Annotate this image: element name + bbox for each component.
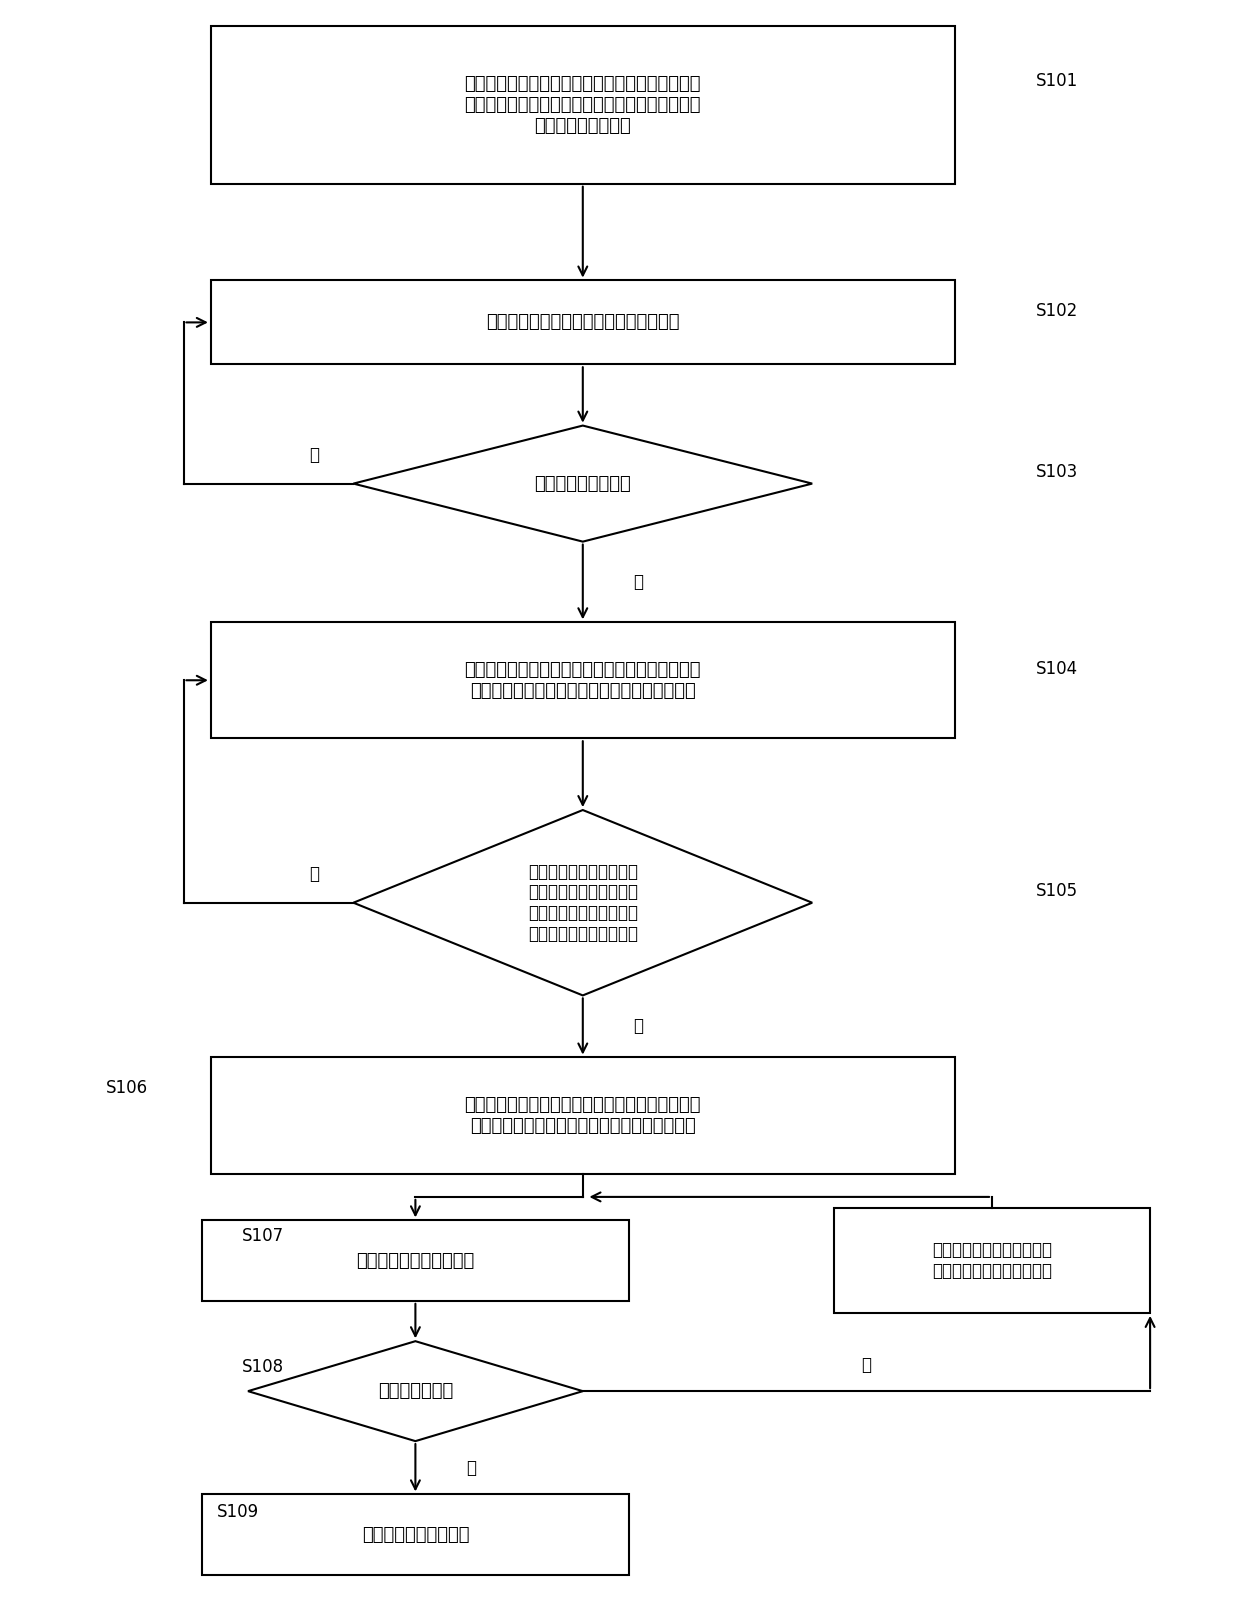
- Text: S105: S105: [1035, 882, 1078, 901]
- Text: 是: 是: [634, 1017, 644, 1035]
- Text: 利用更新后的陷波滤波器对
系统残余振动进行再次抑制: 利用更新后的陷波滤波器对 系统残余振动进行再次抑制: [932, 1241, 1052, 1280]
- Text: S104: S104: [1035, 659, 1078, 679]
- Text: S102: S102: [1035, 301, 1078, 321]
- Text: 是: 是: [466, 1459, 476, 1477]
- Text: 否: 否: [309, 445, 319, 464]
- FancyBboxPatch shape: [211, 622, 955, 738]
- Text: 利用位置传感器获取残余
振动抑制后的伺服系统的
振幅数据，并据此判断系
统是否仍然有残余振动？: 利用位置传感器获取残余 振动抑制后的伺服系统的 振幅数据，并据此判断系 统是否仍…: [528, 862, 637, 943]
- Text: 系统是否停止？: 系统是否停止？: [378, 1381, 453, 1401]
- FancyBboxPatch shape: [202, 1220, 630, 1301]
- FancyBboxPatch shape: [211, 26, 955, 184]
- Text: 否: 否: [309, 864, 319, 883]
- Text: 是: 是: [634, 572, 644, 592]
- Text: S108: S108: [242, 1357, 284, 1377]
- Polygon shape: [353, 809, 812, 995]
- Text: 获取伺服系统中的位置传感器的振幅数据: 获取伺服系统中的位置传感器的振幅数据: [486, 313, 680, 332]
- Text: S106: S106: [105, 1078, 148, 1098]
- Text: S101: S101: [1035, 71, 1078, 90]
- Text: 否: 否: [862, 1356, 872, 1375]
- FancyBboxPatch shape: [211, 1057, 955, 1174]
- FancyBboxPatch shape: [835, 1209, 1151, 1312]
- Text: 对需要抑制振动的伺服系统的弹性连接装置建模，
得到伺服系统模型；所述伺服系统中安装有测量系
统振幅的位置传感器: 对需要抑制振动的伺服系统的弹性连接装置建模， 得到伺服系统模型；所述伺服系统中安…: [465, 76, 701, 134]
- Text: S103: S103: [1035, 463, 1078, 482]
- FancyBboxPatch shape: [211, 280, 955, 364]
- Text: 结束残余振动抑制程序: 结束残余振动抑制程序: [362, 1525, 469, 1544]
- Text: 陷波滤波器参数在线更新: 陷波滤波器参数在线更新: [356, 1251, 475, 1270]
- Polygon shape: [248, 1341, 583, 1441]
- FancyBboxPatch shape: [202, 1494, 630, 1575]
- Polygon shape: [353, 426, 812, 542]
- Text: S109: S109: [217, 1502, 259, 1522]
- Text: 是否存在残余振动？: 是否存在残余振动？: [534, 474, 631, 493]
- Text: 根据伺服系统模型，设计陷波滤波器，并利用设计
好的陷波滤波器对伺服系统的残余振动进行抑制: 根据伺服系统模型，设计陷波滤波器，并利用设计 好的陷波滤波器对伺服系统的残余振动…: [465, 661, 701, 700]
- Text: 根据振动抑制后的伺服系统的振幅数据，计算得到
振动抑制后的伺服系统残余振动的第一中心频率: 根据振动抑制后的伺服系统的振幅数据，计算得到 振动抑制后的伺服系统残余振动的第一…: [465, 1096, 701, 1135]
- Text: S107: S107: [242, 1227, 284, 1246]
